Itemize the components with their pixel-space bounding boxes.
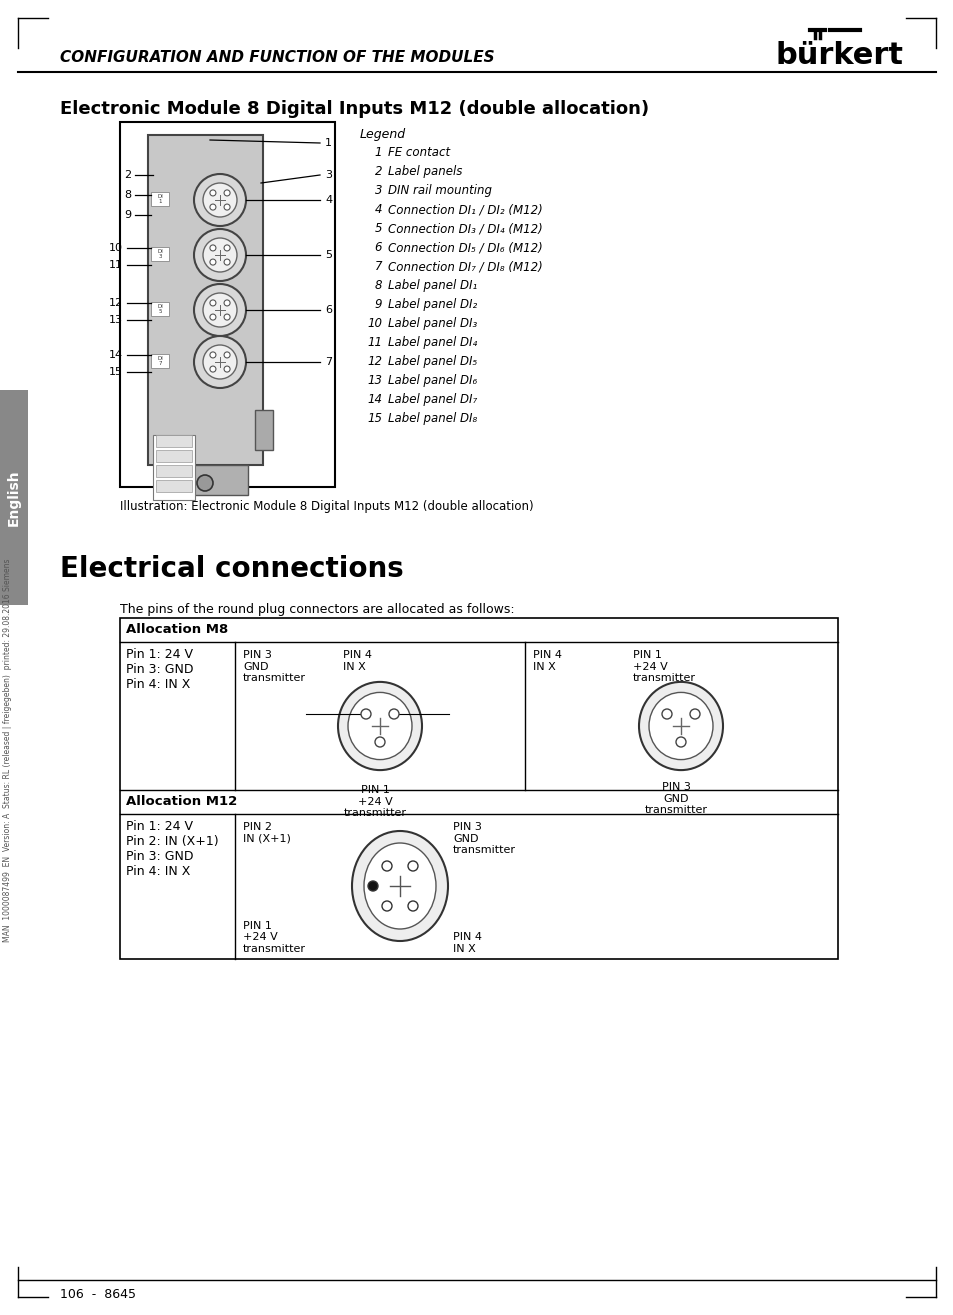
Text: 6: 6 <box>325 305 332 316</box>
Text: 8: 8 <box>124 189 131 200</box>
Circle shape <box>224 245 230 251</box>
Circle shape <box>210 352 215 358</box>
Text: Connection DI₇ / DI₈ (M12): Connection DI₇ / DI₈ (M12) <box>388 260 542 274</box>
Circle shape <box>203 293 236 327</box>
Circle shape <box>224 314 230 320</box>
Text: 7: 7 <box>375 260 381 274</box>
Circle shape <box>210 314 215 320</box>
Bar <box>120 122 335 487</box>
Circle shape <box>689 709 700 719</box>
Circle shape <box>389 709 398 719</box>
Text: Pin 1: 24 V
Pin 2: IN (X+1)
Pin 3: GND
Pin 4: IN X: Pin 1: 24 V Pin 2: IN (X+1) Pin 3: GND P… <box>126 821 218 878</box>
Text: 1: 1 <box>375 146 381 159</box>
Text: 8: 8 <box>375 279 381 292</box>
Text: 12: 12 <box>109 299 123 308</box>
Text: 11: 11 <box>109 260 123 270</box>
Text: 13: 13 <box>367 373 381 387</box>
Circle shape <box>193 229 246 281</box>
Bar <box>0 391 28 605</box>
Bar <box>156 450 192 462</box>
Bar <box>120 618 837 959</box>
Circle shape <box>210 245 215 251</box>
Text: 1: 1 <box>325 138 332 149</box>
Bar <box>156 435 192 447</box>
Text: Connection DI₃ / DI₄ (M12): Connection DI₃ / DI₄ (M12) <box>388 222 542 235</box>
Circle shape <box>375 736 385 747</box>
Text: 13: 13 <box>109 316 123 325</box>
Bar <box>152 435 194 500</box>
Circle shape <box>408 901 417 911</box>
Text: Electrical connections: Electrical connections <box>60 555 403 583</box>
Text: DIN rail mounting: DIN rail mounting <box>388 184 492 197</box>
Text: PIN 3
GND
transmitter: PIN 3 GND transmitter <box>453 822 516 855</box>
Bar <box>151 247 169 260</box>
Text: Label panel DI₈: Label panel DI₈ <box>388 412 476 425</box>
Circle shape <box>224 259 230 266</box>
Text: Label panel DI₆: Label panel DI₆ <box>388 373 476 387</box>
Text: PIN 1
+24 V
transmitter: PIN 1 +24 V transmitter <box>633 650 696 684</box>
Bar <box>151 302 169 316</box>
Text: The pins of the round plug connectors are allocated as follows:: The pins of the round plug connectors ar… <box>120 604 514 615</box>
Text: 10: 10 <box>109 243 123 252</box>
Bar <box>148 135 263 466</box>
Text: English: English <box>7 469 21 526</box>
Text: Electronic Module 8 Digital Inputs M12 (double allocation): Electronic Module 8 Digital Inputs M12 (… <box>60 100 648 118</box>
Text: Legend: Legend <box>359 128 406 141</box>
Text: Connection DI₁ / DI₂ (M12): Connection DI₁ / DI₂ (M12) <box>388 203 542 216</box>
Text: Label panel DI₅: Label panel DI₅ <box>388 355 476 368</box>
Text: 14: 14 <box>109 350 123 360</box>
Circle shape <box>210 204 215 210</box>
Bar <box>163 466 248 494</box>
Text: 7: 7 <box>325 356 332 367</box>
Circle shape <box>676 736 685 747</box>
Text: CONFIGURATION AND FUNCTION OF THE MODULES: CONFIGURATION AND FUNCTION OF THE MODULE… <box>60 50 494 64</box>
Ellipse shape <box>337 682 421 771</box>
Text: PIN 2
IN (X+1): PIN 2 IN (X+1) <box>243 822 291 844</box>
Text: DI
5: DI 5 <box>157 304 163 314</box>
Circle shape <box>368 881 377 892</box>
Text: 14: 14 <box>367 393 381 406</box>
Text: Illustration: Electronic Module 8 Digital Inputs M12 (double allocation): Illustration: Electronic Module 8 Digita… <box>120 500 533 513</box>
Text: 9: 9 <box>124 210 131 220</box>
Text: 10: 10 <box>367 317 381 330</box>
Circle shape <box>203 238 236 272</box>
Circle shape <box>210 300 215 306</box>
Circle shape <box>224 352 230 358</box>
Circle shape <box>193 337 246 388</box>
Text: 4: 4 <box>375 203 381 216</box>
Ellipse shape <box>364 843 436 928</box>
Text: Label panel DI₃: Label panel DI₃ <box>388 317 476 330</box>
Text: Label panel DI₄: Label panel DI₄ <box>388 337 476 348</box>
Bar <box>254 410 273 450</box>
Text: PIN 4
IN X: PIN 4 IN X <box>453 932 481 953</box>
Bar <box>156 466 192 477</box>
Circle shape <box>224 300 230 306</box>
Bar <box>151 354 169 368</box>
Text: MAN  1000087499  EN  Version: A  Status: RL (released | freigegeben)  printed: 2: MAN 1000087499 EN Version: A Status: RL … <box>4 559 12 942</box>
Text: Pin 1: 24 V
Pin 3: GND
Pin 4: IN X: Pin 1: 24 V Pin 3: GND Pin 4: IN X <box>126 648 193 690</box>
Text: bürkert: bürkert <box>775 41 903 70</box>
Text: 2: 2 <box>375 164 381 178</box>
Bar <box>156 480 192 492</box>
Text: DI
1: DI 1 <box>157 193 163 204</box>
Text: PIN 4
IN X: PIN 4 IN X <box>343 650 372 672</box>
Text: PIN 3
GND
transmitter: PIN 3 GND transmitter <box>644 782 707 815</box>
Text: 9: 9 <box>375 299 381 312</box>
Text: Label panel DI₂: Label panel DI₂ <box>388 299 476 312</box>
Circle shape <box>203 183 236 217</box>
Text: 5: 5 <box>325 250 332 260</box>
Text: Label panel DI₁: Label panel DI₁ <box>388 279 476 292</box>
Circle shape <box>210 189 215 196</box>
Circle shape <box>196 475 213 490</box>
Text: 5: 5 <box>375 222 381 235</box>
Ellipse shape <box>639 682 722 771</box>
Circle shape <box>224 189 230 196</box>
Circle shape <box>661 709 671 719</box>
Circle shape <box>203 345 236 379</box>
Text: 2: 2 <box>124 170 131 180</box>
Text: 15: 15 <box>367 412 381 425</box>
Text: 12: 12 <box>367 355 381 368</box>
Text: Label panel DI₇: Label panel DI₇ <box>388 393 476 406</box>
Circle shape <box>210 259 215 266</box>
Ellipse shape <box>352 831 448 942</box>
